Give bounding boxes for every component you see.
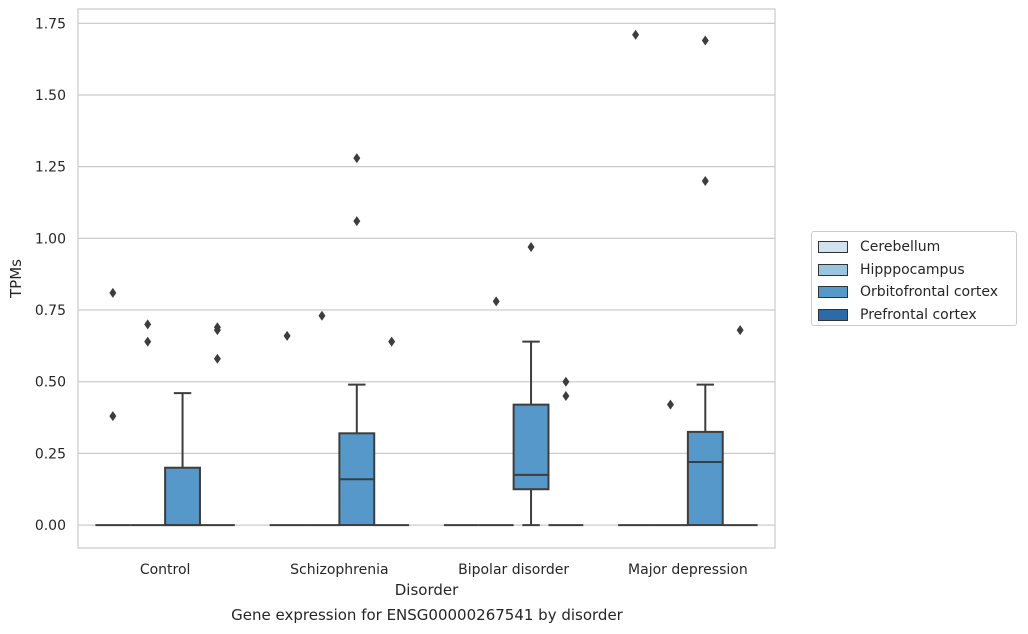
y-tick-label: 0.00 <box>35 518 66 534</box>
legend-swatch <box>818 263 848 276</box>
y-tick-label: 0.75 <box>35 303 66 319</box>
outlier-point <box>527 241 535 252</box>
outlier-point <box>388 336 396 347</box>
grid-lines <box>78 22 775 526</box>
outlier-point <box>562 376 570 387</box>
outlier-point <box>492 296 500 307</box>
outlier-point <box>144 336 152 347</box>
outlier-point <box>632 29 640 40</box>
legend-item: Orbitofrontal cortex <box>818 281 1016 304</box>
legend-item: Hipppocampus <box>818 259 1016 282</box>
y-tick-label: 0.50 <box>35 375 66 391</box>
outlier-point <box>109 287 117 298</box>
x-tick-label: Major depression <box>628 562 748 578</box>
x-tick-label: Schizophrenia <box>290 562 388 578</box>
outlier-point <box>283 330 291 341</box>
legend: Cerebellum Hipppocampus Orbitofrontal cort… <box>811 231 1017 326</box>
outlier-point <box>701 176 709 187</box>
y-tick-label: 1.50 <box>35 88 66 104</box>
outlier-point <box>213 353 221 364</box>
x-axis-ticks: Control Schizophrenia Bipolar disorder Majo… <box>140 562 748 578</box>
box-body <box>686 430 724 527</box>
box-series <box>95 29 758 527</box>
outlier-point <box>562 391 570 402</box>
legend-swatch <box>818 286 848 299</box>
legend-label: Hipppocampus <box>860 261 965 278</box>
x-tick-label: Control <box>140 562 191 578</box>
y-tick-label: 1.00 <box>35 231 66 247</box>
legend-swatch <box>818 308 848 321</box>
outlier-point <box>353 216 361 227</box>
box-body <box>164 466 201 527</box>
legend-label: Prefrontal cortex <box>860 306 977 323</box>
legend-label: Cerebellum <box>860 239 941 256</box>
y-tick-label: 1.25 <box>35 160 66 176</box>
outlier-point <box>318 310 326 321</box>
plot-frame <box>77 8 776 549</box>
legend-swatch <box>818 241 848 254</box>
outlier-point <box>353 153 361 164</box>
chart-caption: Gene expression for ENSG00000267541 by d… <box>231 606 623 624</box>
outlier-point <box>213 322 221 333</box>
legend-item: Cerebellum <box>818 236 1016 259</box>
outlier-point <box>701 35 709 46</box>
legend-item: Prefrontal cortex <box>818 304 1016 327</box>
y-axis-label: TPMs <box>7 259 25 299</box>
y-tick-label: 0.25 <box>35 446 66 462</box>
outlier-point <box>109 411 117 422</box>
y-tick-label: 1.75 <box>35 16 66 32</box>
x-axis-label: Disorder <box>395 581 459 599</box>
y-axis-ticks: 0.00 0.25 0.50 0.75 1.00 1.25 1.50 1.75 <box>35 16 66 534</box>
outlier-point <box>666 399 674 410</box>
outlier-point <box>144 319 152 330</box>
x-tick-label: Bipolar disorder <box>458 562 569 578</box>
legend-label: Orbitofrontal cortex <box>860 284 998 301</box>
box-body <box>512 403 550 491</box>
outlier-point <box>736 325 744 336</box>
